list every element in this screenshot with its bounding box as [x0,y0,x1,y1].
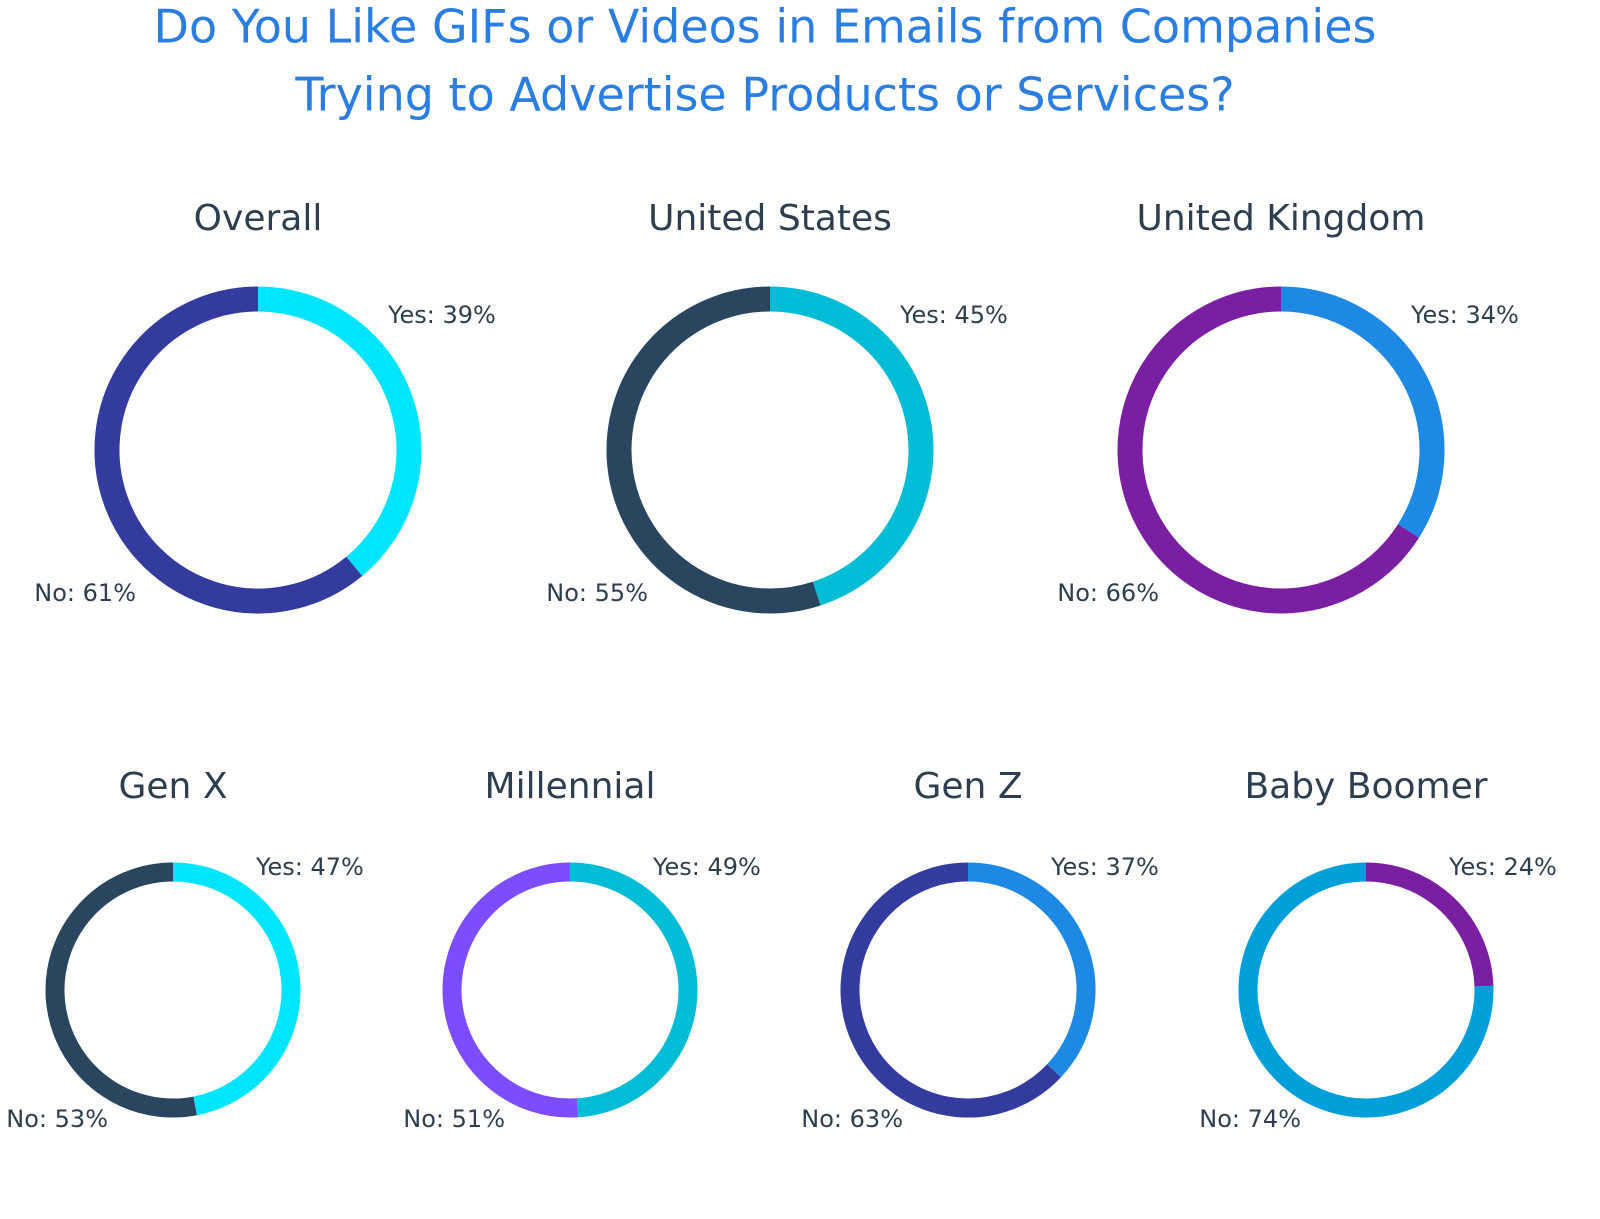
data-label: Yes: 24% [1448,853,1557,881]
chart-subtitle: Gen X [119,766,228,807]
donut-segment [94,286,363,614]
donut-segment [257,286,422,576]
chart-subtitle: Overall [194,198,323,239]
data-label: No: 66% [1057,579,1159,607]
donut-segment [967,862,1096,1078]
donut-segment [1238,862,1494,1118]
chart-subtitle: Baby Boomer [1244,766,1487,807]
data-label: Yes: 39% [387,301,496,329]
chart-subtitle: United Kingdom [1137,198,1426,239]
donut-segment [840,862,1061,1118]
data-label: Yes: 47% [255,853,364,881]
data-label: No: 53% [6,1105,108,1133]
donut-segment [1365,862,1494,987]
data-label: No: 63% [801,1105,903,1133]
chart-title-line-1: Do You Like GIFs or Videos in Emails fro… [154,0,1377,54]
data-label: No: 74% [1199,1105,1301,1133]
data-label: Yes: 49% [652,853,761,881]
chart-subtitle: Millennial [485,766,656,807]
chart-subtitle: United States [648,198,892,239]
data-label: Yes: 34% [1410,301,1519,329]
donut-segment [569,862,698,1118]
data-label: No: 61% [34,579,136,607]
data-label: No: 55% [546,579,648,607]
donut-segment [172,862,301,1116]
donut-segment [1117,286,1420,614]
donut-segment [1280,286,1445,538]
donut-segment [442,862,578,1118]
donut-segment [45,862,197,1118]
donut-segment [606,286,821,614]
donut-segment [769,286,934,606]
chart-title-line-2: Trying to Advertise Products or Services… [294,68,1234,122]
chart-subtitle: Gen Z [914,766,1023,807]
data-label: Yes: 37% [1050,853,1159,881]
data-label: No: 51% [403,1105,505,1133]
data-label: Yes: 45% [899,301,1008,329]
